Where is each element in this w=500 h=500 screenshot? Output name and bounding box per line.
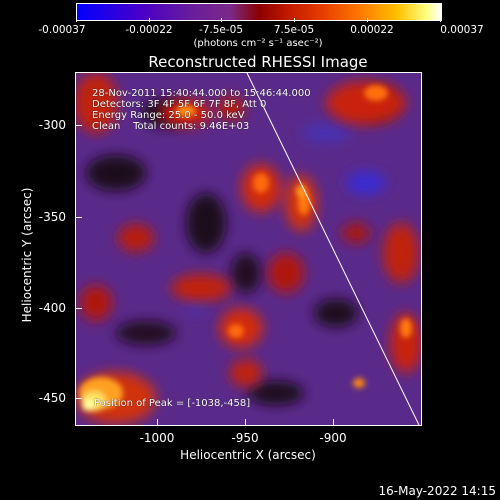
y-tick-label: -350 [38, 210, 66, 224]
colorbar-tick-label: -0.00037 [38, 24, 86, 36]
colorbar-tick [440, 18, 441, 22]
info-counts: Clean Total counts: 9.46E+03 [92, 121, 250, 132]
x-tick-label: -1000 [139, 431, 175, 445]
heatmap-svg [76, 73, 421, 425]
x-axis-label: Heliocentric X (arcsec) [180, 448, 316, 462]
info-detectors: Detectors: 3F 4F 5F 6F 7F 8F, Att 0 [92, 99, 267, 110]
y-axis-label: Heliocentric Y (arcsec) [20, 187, 34, 323]
colorbar-units: (photons cm⁻² s⁻¹ asec⁻²) [193, 38, 323, 49]
colorbar-tick-label: 0.00022 [350, 24, 394, 36]
info-energy-range: Energy Range: 25.0 - 50.0 keV [92, 110, 245, 121]
colorbar-tick [76, 18, 77, 22]
x-tick-mark [157, 419, 158, 425]
y-tick-mark [76, 398, 82, 399]
x-tick-label: -950 [231, 431, 259, 445]
image-title: Reconstructed RHESSI Image [148, 53, 368, 71]
colorbar-tick-label: 7.5e-05 [273, 24, 315, 36]
y-tick-mark [76, 308, 82, 309]
colorbar-tick [294, 18, 295, 22]
bright-emission [79, 85, 412, 411]
info-time-range: 28-Nov-2011 15:40:44.000 to 15:46:44.000 [92, 88, 311, 99]
y-tick-mark [76, 125, 82, 126]
limb-line [246, 73, 420, 425]
peak-position: Position of Peak = [-1038,-458] [94, 398, 251, 409]
x-tick-mark [245, 419, 246, 425]
y-tick-label: -450 [38, 391, 66, 405]
colorbar-tick [367, 18, 368, 22]
x-tick-mark [333, 419, 334, 425]
timestamp: 16-May-2022 14:15 [378, 484, 496, 498]
colorbar [76, 3, 442, 21]
colorbar-tick [149, 18, 150, 22]
x-tick-label: -900 [319, 431, 347, 445]
y-tick-label: -300 [38, 118, 66, 132]
colorbar-tick [221, 18, 222, 22]
y-tick-mark [76, 217, 82, 218]
y-tick-label: -400 [38, 301, 66, 315]
colorbar-tick-label: 0.00037 [440, 24, 484, 36]
solar-image: 28-Nov-2011 15:40:44.000 to 15:46:44.000… [75, 72, 422, 426]
colorbar-tick-label: -0.00022 [125, 24, 173, 36]
colorbar-tick-label: -7.5e-05 [198, 24, 244, 36]
